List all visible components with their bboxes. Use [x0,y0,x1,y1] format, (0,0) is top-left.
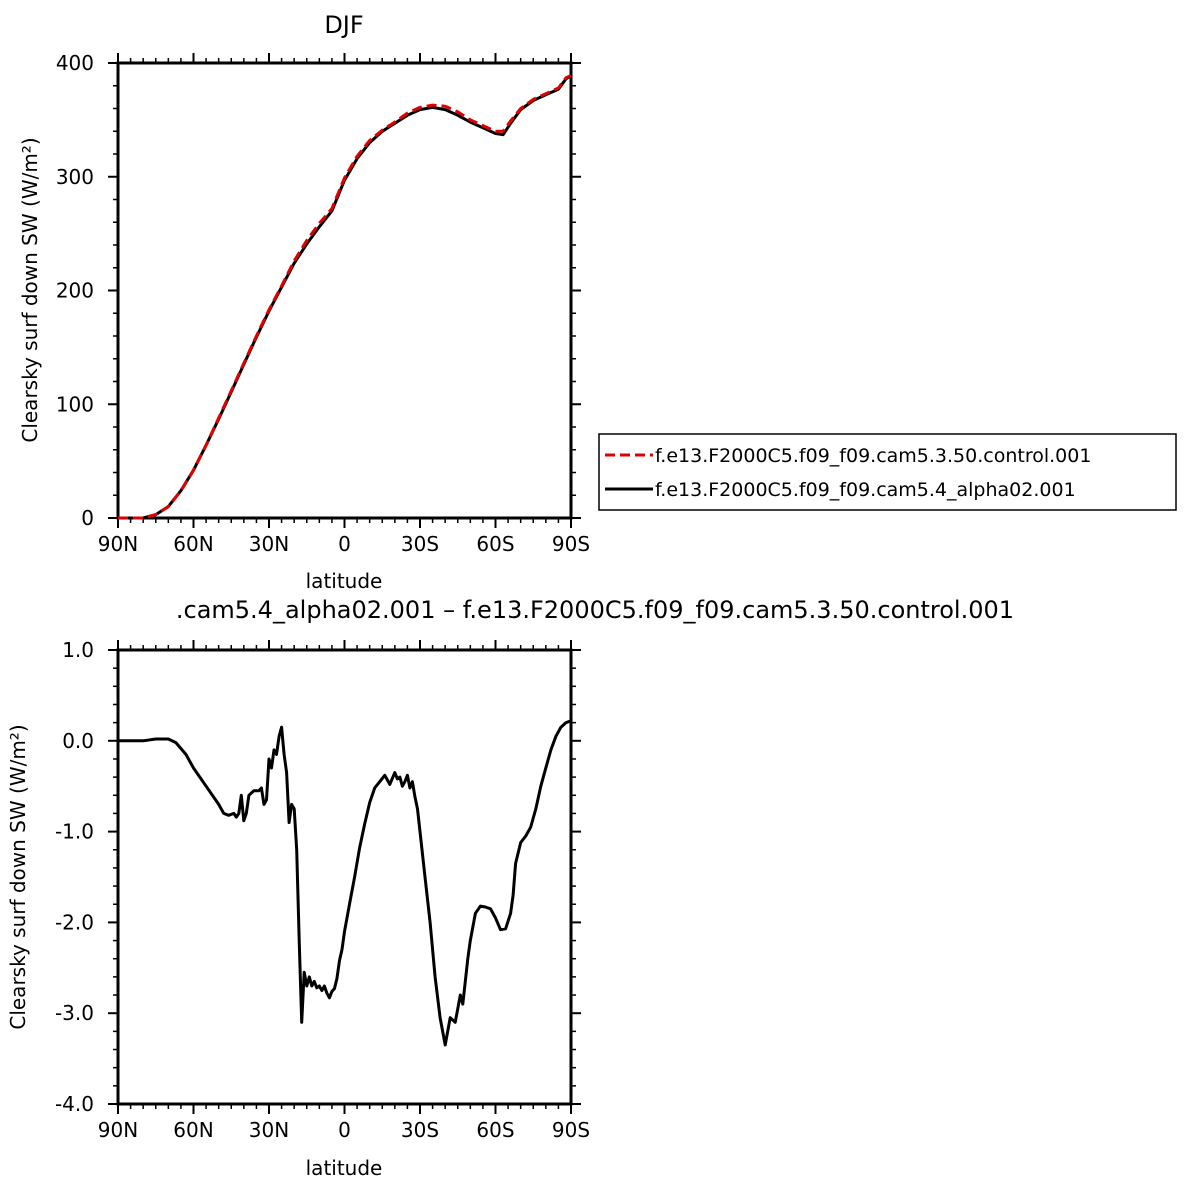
y-tick-label: 1.0 [62,638,94,662]
legend: f.e13.F2000C5.f09_f09.cam5.3.50.control.… [598,433,1177,511]
legend-box [598,433,1177,511]
legend-label-control: f.e13.F2000C5.f09_f09.cam5.3.50.control.… [655,445,1091,467]
y-tick-label: 0.0 [62,729,94,753]
top-y-tick-labels: 0 100 200 300 400 [56,51,94,530]
series-line-dashed [118,74,572,520]
bottom-x-axis-title: latitude [306,1156,383,1180]
x-tick-label: 60N [173,532,213,556]
y-tick-label: 200 [56,279,94,303]
bottom-plot-title: .cam5.4_alpha02.001 – f.e13.F2000C5.f09_… [176,596,1014,624]
top-y-axis-title: Clearsky surf down SW (W/m²) [18,137,42,442]
top-plot-title: DJF [324,11,363,39]
bottom-plot-frame [116,648,573,1106]
series-line-solid [118,74,572,520]
bottom-x-tick-labels: 90N 60N 30N 0 30S 60S 90S [98,1118,590,1142]
x-tick-label: 30N [249,1118,289,1142]
top-panel: DJF 90N 60N 30N 0 30S 60S 90S 0 100 200 300 400 la… [18,11,590,593]
y-tick-label: 400 [56,51,94,75]
y-tick-label: -1.0 [55,820,94,844]
x-tick-label: 90S [552,532,590,556]
x-tick-label: 0 [338,1118,351,1142]
x-tick-label: 90S [552,1118,590,1142]
bottom-series-lines [118,719,572,1047]
y-tick-label: -4.0 [55,1092,94,1116]
x-tick-label: 30N [249,532,289,556]
bottom-y-tick-labels: 1.0 0.0 -1.0 -2.0 -3.0 -4.0 [55,638,94,1116]
x-tick-label: 90N [98,1118,138,1142]
x-tick-label: 60S [476,1118,514,1142]
y-tick-label: 100 [56,392,94,416]
y-tick-label: -2.0 [55,910,94,934]
x-tick-label: 90N [98,532,138,556]
series-line-solid [118,719,572,1047]
x-tick-label: 30S [401,1118,439,1142]
y-tick-label: 0 [81,506,94,530]
x-tick-label: 60S [476,532,514,556]
x-tick-label: 30S [401,532,439,556]
bottom-panel: .cam5.4_alpha02.001 – f.e13.F2000C5.f09_… [6,596,1014,1180]
top-x-tick-labels: 90N 60N 30N 0 30S 60S 90S [98,532,590,556]
top-x-axis-title: latitude [306,569,383,593]
legend-label-alpha: f.e13.F2000C5.f09_f09.cam5.4_alpha02.001 [655,479,1076,501]
y-tick-label: -3.0 [55,1001,94,1025]
x-tick-label: 0 [338,532,351,556]
y-tick-label: 300 [56,165,94,189]
bottom-axis-ticks [108,640,581,1114]
x-tick-label: 60N [173,1118,213,1142]
top-series-lines [118,74,572,520]
top-axis-ticks [108,53,581,528]
bottom-y-axis-title: Clearsky surf down SW (W/m²) [6,724,30,1029]
